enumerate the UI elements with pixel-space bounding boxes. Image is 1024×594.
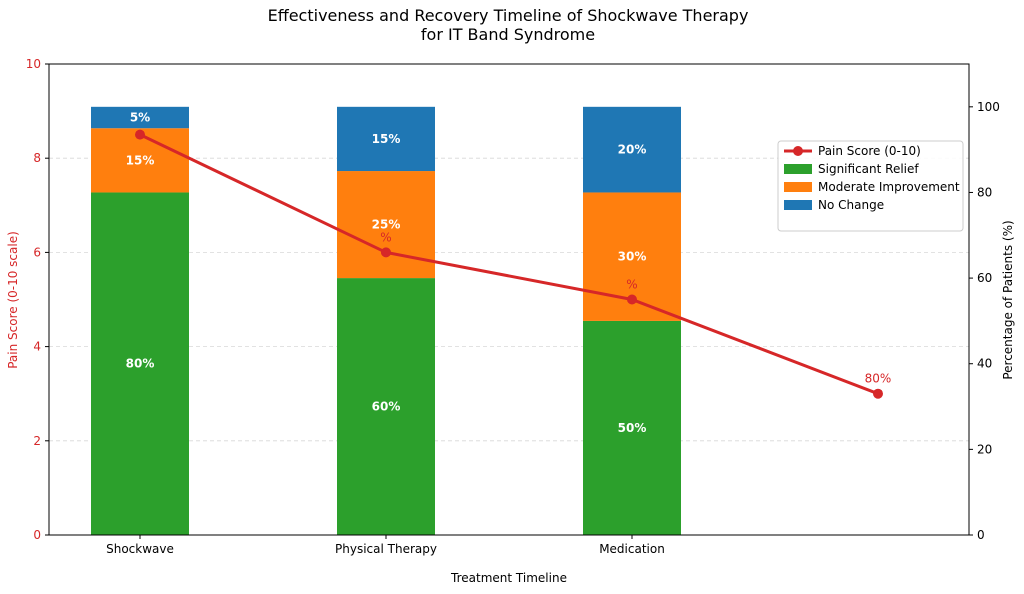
bar-segment <box>337 278 435 535</box>
left-axis: 0 2 4 6 8 10 <box>26 57 49 542</box>
right-tick-label: 0 <box>977 528 985 542</box>
bar-group: 80% 15% 5% 60% 25% 15% 50% 30% 20% <box>91 106 681 536</box>
x-tick-label: Medication <box>599 542 665 556</box>
bar-segment <box>583 320 681 535</box>
right-tick-label: 80 <box>977 185 992 199</box>
left-tick-label: 10 <box>26 57 41 71</box>
pain-score-point-label: % <box>626 278 637 292</box>
chart-title-line-2: for IT Band Syndrome <box>421 25 595 44</box>
pain-score-point <box>381 247 391 258</box>
pain-score-point <box>873 388 883 399</box>
legend-entry-label: Moderate Improvement <box>818 180 960 194</box>
left-axis-label: Pain Score (0-10 scale) <box>6 231 20 369</box>
bar-segment <box>337 171 435 279</box>
left-tick-label: 6 <box>33 245 41 259</box>
bar-value-label: 80% <box>126 357 155 371</box>
pain-score-point-label: % <box>380 230 391 244</box>
bar-value-label: 15% <box>126 153 155 167</box>
left-tick-label: 2 <box>33 434 41 448</box>
x-axis: Shockwave Physical Therapy Medication <box>106 535 665 556</box>
bar-value-label: 60% <box>372 400 401 414</box>
x-axis-label: Treatment Timeline <box>450 571 567 585</box>
left-tick-label: 4 <box>33 340 41 354</box>
legend-entry-label: Pain Score (0-10) <box>818 144 921 158</box>
bar-value-label: 5% <box>130 111 150 125</box>
legend-swatch <box>784 164 812 174</box>
pain-score-point <box>627 294 637 305</box>
bar-segment <box>583 106 681 193</box>
bar-value-label: 50% <box>618 421 647 435</box>
left-tick-label: 8 <box>33 151 41 165</box>
chart-title-line-1: Effectiveness and Recovery Timeline of S… <box>268 6 749 25</box>
legend-line-marker <box>793 146 803 156</box>
bar-value-label: 20% <box>618 143 647 157</box>
left-tick-label: 0 <box>33 528 41 542</box>
legend-box <box>777 140 964 232</box>
right-tick-label: 40 <box>977 357 992 371</box>
right-tick-label: 100 <box>977 100 1000 114</box>
pain-score-point <box>135 129 145 140</box>
x-tick-label: Shockwave <box>106 542 174 556</box>
right-tick-label: 60 <box>977 271 992 285</box>
bar-segment <box>91 106 189 129</box>
right-axis: 0 20 40 60 80 100 <box>969 100 1000 542</box>
legend-entry-label: No Change <box>818 198 884 212</box>
legend: Pain Score (0-10) Significant Relief Moder… <box>777 140 964 232</box>
bar-value-label: 15% <box>372 132 401 146</box>
bar-segment <box>337 106 435 172</box>
bar-value-label: 30% <box>618 250 647 264</box>
bar-segment <box>91 192 189 536</box>
legend-entry-label: Significant Relief <box>818 162 919 176</box>
legend-swatch <box>784 182 812 192</box>
pain-score-polyline <box>139 133 879 396</box>
plot-frame <box>48 63 970 536</box>
pain-score-line: %% 80% <box>135 129 892 399</box>
bar-value-label: 25% <box>372 218 401 232</box>
right-axis-label: Percentage of Patients (%) <box>1001 220 1015 379</box>
right-tick-label: 20 <box>977 442 992 456</box>
x-tick-label: Physical Therapy <box>335 542 437 556</box>
pain-score-point-label: 80% <box>865 372 892 386</box>
legend-swatch <box>784 200 812 210</box>
